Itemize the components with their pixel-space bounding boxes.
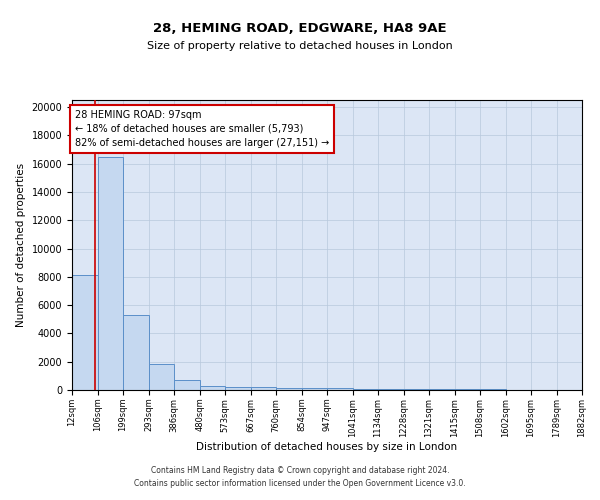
Y-axis label: Number of detached properties: Number of detached properties <box>16 163 26 327</box>
Bar <box>200 386 225 390</box>
Bar <box>251 387 276 390</box>
Bar <box>378 389 404 390</box>
Bar <box>149 364 174 390</box>
Bar <box>98 156 123 390</box>
Text: 28, HEMING ROAD, EDGWARE, HA8 9AE: 28, HEMING ROAD, EDGWARE, HA8 9AE <box>153 22 447 36</box>
Bar <box>327 388 353 390</box>
Bar <box>353 388 378 390</box>
Bar <box>302 388 327 390</box>
Bar <box>404 389 429 390</box>
Text: Size of property relative to detached houses in London: Size of property relative to detached ho… <box>147 41 453 51</box>
Bar <box>276 388 302 390</box>
Bar <box>72 276 98 390</box>
X-axis label: Distribution of detached houses by size in London: Distribution of detached houses by size … <box>196 442 458 452</box>
Bar <box>123 315 149 390</box>
Bar <box>429 389 455 390</box>
Bar <box>174 380 200 390</box>
Bar <box>225 387 251 390</box>
Text: 28 HEMING ROAD: 97sqm
← 18% of detached houses are smaller (5,793)
82% of semi-d: 28 HEMING ROAD: 97sqm ← 18% of detached … <box>75 110 329 148</box>
Text: Contains HM Land Registry data © Crown copyright and database right 2024.
Contai: Contains HM Land Registry data © Crown c… <box>134 466 466 487</box>
